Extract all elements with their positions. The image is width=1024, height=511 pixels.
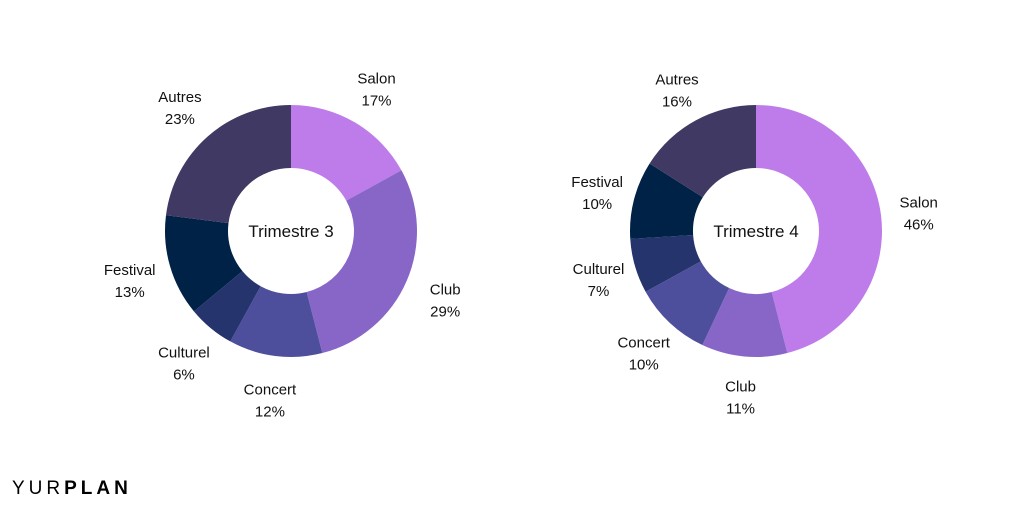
value-festival: 10% <box>582 196 612 213</box>
chart-title: Trimestre 4 <box>713 222 798 241</box>
slice-culturel <box>630 234 701 292</box>
value-festival: 13% <box>115 284 145 301</box>
label-festival: Festival <box>104 262 156 279</box>
label-concert: Concert <box>244 382 297 399</box>
slice-concert <box>230 286 323 357</box>
value-club: 29% <box>430 304 460 321</box>
value-concert: 10% <box>629 357 659 374</box>
slice-culturel <box>193 271 261 342</box>
value-autres: 16% <box>662 93 692 110</box>
value-culturel: 6% <box>173 366 195 383</box>
value-salon: 46% <box>904 216 934 233</box>
slice-autres <box>649 105 756 198</box>
slice-salon <box>291 105 402 201</box>
slice-concert <box>645 261 730 346</box>
label-club: Club <box>430 282 461 299</box>
value-culturel: 7% <box>588 283 610 300</box>
logo-text-part1: YUR <box>12 478 65 499</box>
slice-club <box>702 288 788 357</box>
label-club: Club <box>725 378 756 395</box>
label-festival: Festival <box>571 174 623 191</box>
slice-autres <box>165 105 291 224</box>
yurplan-logo: YURPLAN <box>12 478 132 500</box>
label-salon: Salon <box>357 70 395 87</box>
label-autres: Autres <box>158 89 201 106</box>
slice-salon <box>756 105 882 354</box>
label-autres: Autres <box>655 71 698 88</box>
value-autres: 23% <box>165 111 195 128</box>
label-culturel: Culturel <box>573 261 625 278</box>
donut-chart-1: Salon 17% Club 29% Concert 12% Culturel 6% Festi… <box>104 70 461 420</box>
label-concert: Concert <box>617 335 670 352</box>
donut-chart-2: Salon 46% Club 11% Concert 10% Culturel 7% Festi… <box>571 71 938 417</box>
slice-festival <box>630 163 703 239</box>
logo-text-part2: PLAN <box>64 478 132 499</box>
slice-club <box>306 170 417 354</box>
value-salon: 17% <box>362 92 392 109</box>
value-concert: 12% <box>255 404 285 421</box>
slice-festival <box>165 215 243 312</box>
value-club: 11% <box>726 400 755 417</box>
label-culturel: Culturel <box>158 344 210 361</box>
label-salon: Salon <box>900 194 938 211</box>
chart-title: Trimestre 3 <box>248 222 333 241</box>
